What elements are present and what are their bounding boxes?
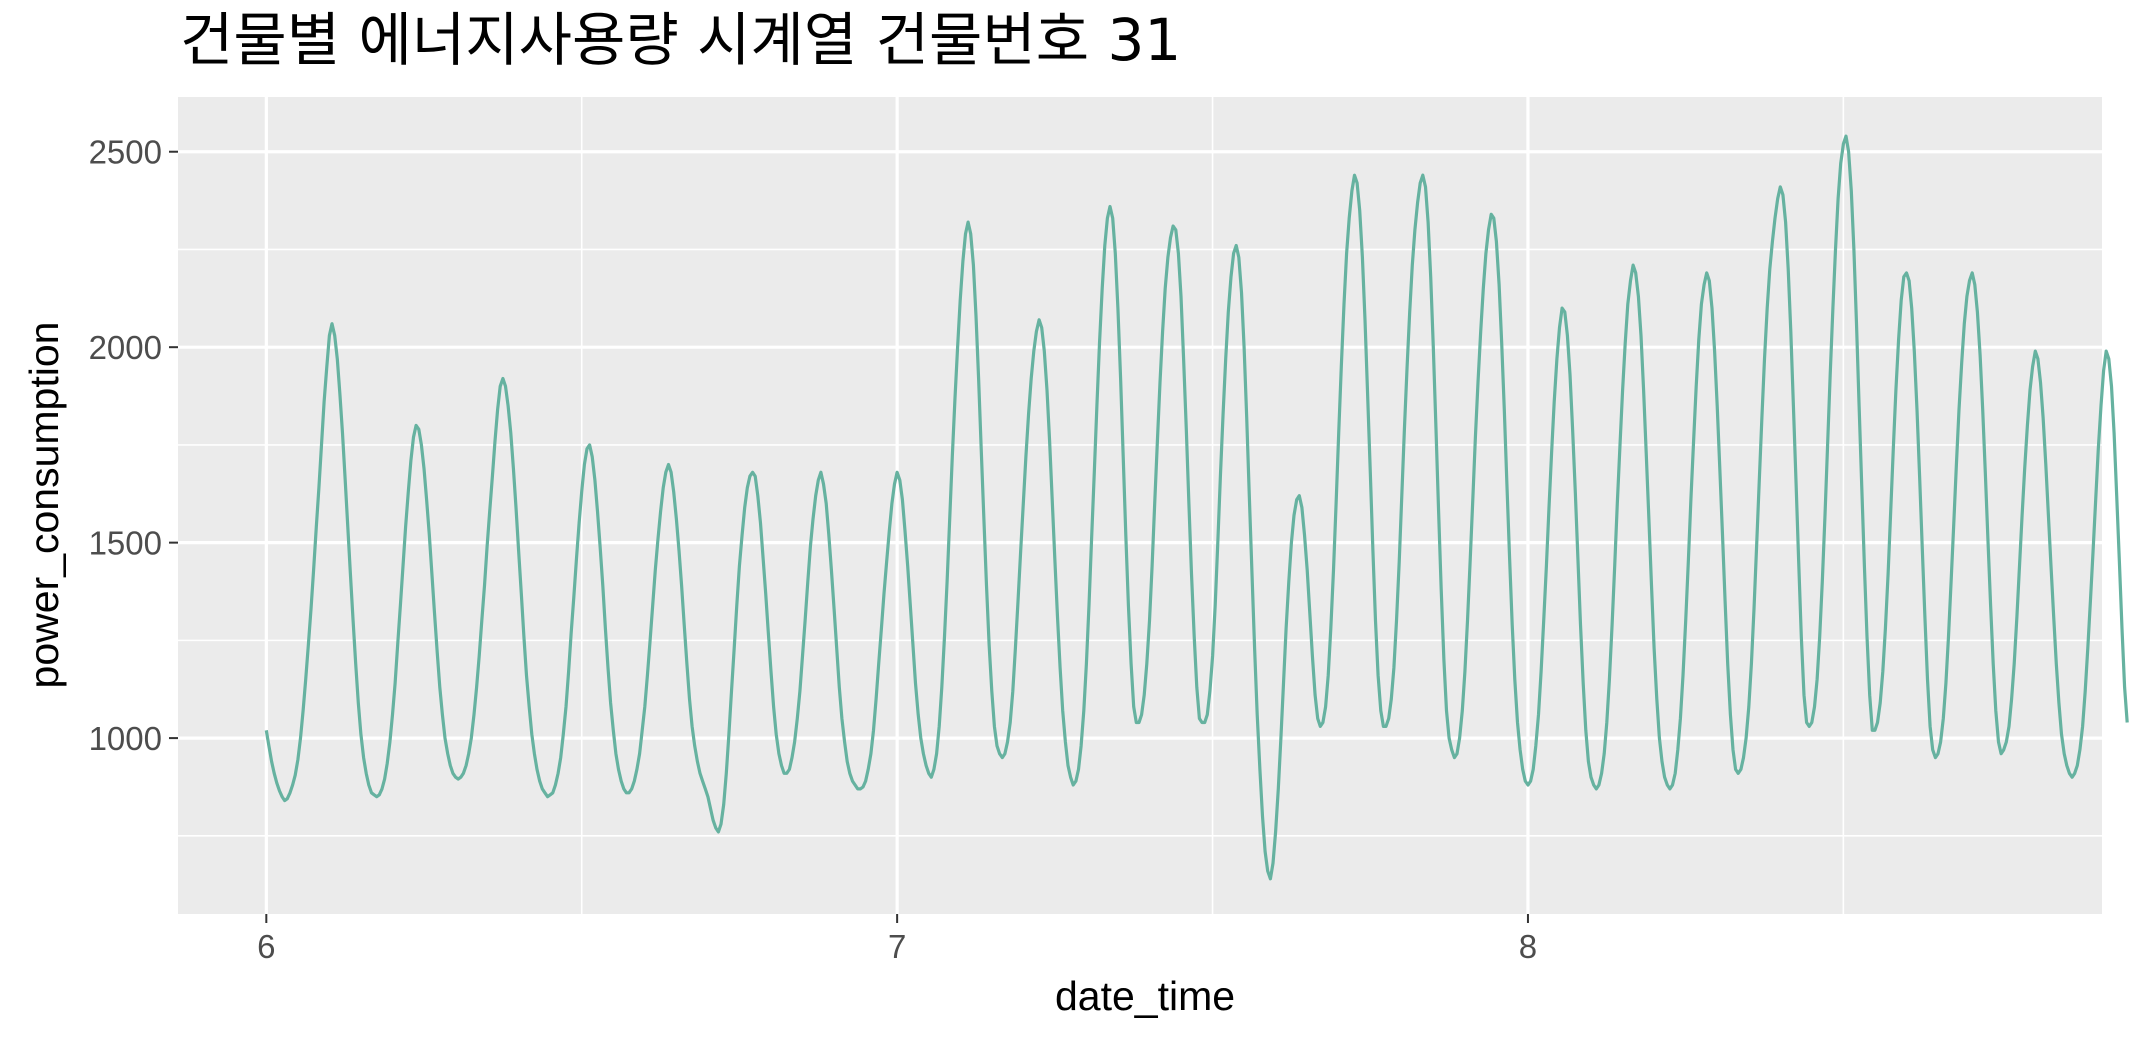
major-gridlines (178, 97, 2102, 914)
y-tick-label: 2500 (89, 134, 162, 171)
series-line-0 (264, 134, 2129, 881)
chart-title: 건물별 에너지사용량 시계열 건물번호 31 (180, 6, 1181, 74)
y-axis-tick-labels: 1000 1500 2000 2500 (89, 134, 162, 757)
y-tick-label: 1500 (89, 525, 162, 562)
series-layer (264, 134, 2129, 881)
x-tick-label: 7 (888, 928, 906, 965)
axis-ticks (169, 150, 1529, 923)
x-axis-tick-labels: 6 7 8 (257, 928, 1537, 965)
minor-gridlines (178, 97, 2102, 914)
y-axis-title: power_consumption (21, 322, 67, 689)
x-tick-label: 8 (1519, 928, 1537, 965)
x-axis-title: date_time (1055, 973, 1235, 1019)
y-tick-label: 2000 (89, 329, 162, 366)
y-tick-label: 1000 (89, 720, 162, 757)
x-tick-label: 6 (257, 928, 275, 965)
plot-panel (178, 97, 2102, 914)
